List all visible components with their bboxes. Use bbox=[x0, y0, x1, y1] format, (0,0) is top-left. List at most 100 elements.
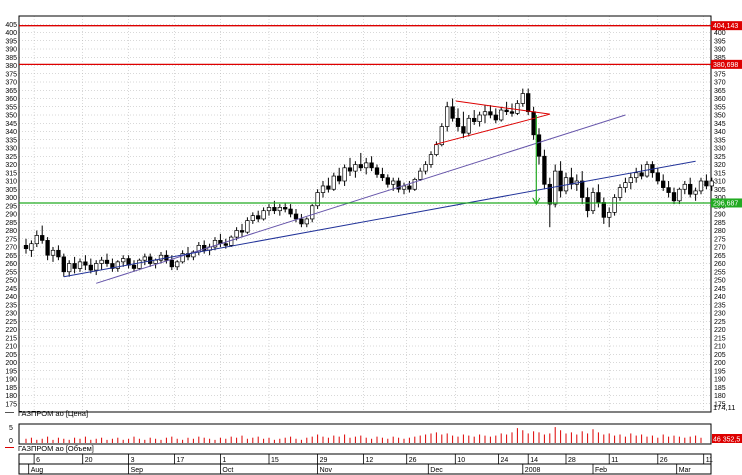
candle-body bbox=[142, 256, 147, 261]
price-tick-label-left: 175 bbox=[5, 401, 17, 408]
candle-body bbox=[585, 197, 590, 212]
day-label: 20 bbox=[85, 457, 93, 464]
price-tick-label-right: 230 bbox=[714, 311, 726, 318]
price-tick-label-right: 265 bbox=[714, 253, 726, 260]
price-tick-label-right: 305 bbox=[714, 187, 726, 194]
candle-body bbox=[239, 230, 245, 233]
price-tick-label-left: 330 bbox=[5, 146, 17, 153]
candle-body bbox=[418, 170, 423, 180]
candle-body bbox=[331, 175, 336, 190]
candle-body bbox=[520, 93, 525, 104]
price-tick-label-left: 360 bbox=[5, 96, 17, 103]
candle-body bbox=[580, 180, 585, 198]
candle-body bbox=[326, 185, 331, 190]
candle-body bbox=[677, 188, 682, 202]
price-tick-label-left: 295 bbox=[5, 203, 17, 210]
volume-bars bbox=[25, 427, 702, 443]
price-tick-label-right: 285 bbox=[714, 220, 726, 227]
candle-body bbox=[121, 258, 126, 263]
candle-body bbox=[428, 154, 434, 165]
price-tick-label-right: 360 bbox=[714, 96, 726, 103]
candle-body bbox=[634, 172, 639, 179]
volume-tick-label: 0 bbox=[9, 438, 13, 445]
candle-body bbox=[493, 114, 498, 121]
candle-body bbox=[423, 164, 428, 172]
price-tick-label-left: 310 bbox=[5, 179, 17, 186]
price-series-label: ГАЗПРОМ ао [Цена] bbox=[18, 409, 88, 418]
volume-series-label: ГАЗПРОМ ао [Объем] bbox=[18, 444, 94, 453]
day-label: 1 bbox=[222, 457, 226, 464]
price-last-value: 174,11 bbox=[713, 403, 735, 412]
price-tick-label-right: 365 bbox=[714, 88, 726, 95]
candle-body bbox=[461, 126, 466, 134]
volume-legend: ГАЗПРОМ ао [Объем] bbox=[5, 444, 94, 453]
candle-body bbox=[466, 117, 471, 134]
candle-body bbox=[342, 167, 347, 182]
candle-body bbox=[277, 207, 282, 212]
grid bbox=[19, 16, 711, 412]
day-label: 26 bbox=[409, 457, 417, 464]
price-tick-label-left: 405 bbox=[5, 22, 17, 29]
price-tick-label-right: 175 bbox=[714, 401, 726, 408]
candle-body bbox=[509, 111, 515, 114]
candle-body bbox=[380, 174, 385, 179]
candle-body bbox=[288, 208, 293, 215]
price-tick-label-left: 245 bbox=[5, 286, 17, 293]
price-tick-label-left: 300 bbox=[5, 195, 17, 202]
price-tick-label-left: 250 bbox=[5, 278, 17, 285]
candle-body bbox=[261, 210, 266, 220]
candle-body bbox=[607, 212, 612, 218]
price-tick-label-left: 400 bbox=[5, 30, 17, 37]
day-label: 26 bbox=[660, 457, 668, 464]
price-tick-label-right: 195 bbox=[714, 368, 726, 375]
price-tick-label-left: 200 bbox=[5, 360, 17, 367]
price-tick-label-left: 205 bbox=[5, 352, 17, 359]
triangle-lower bbox=[434, 113, 550, 146]
month-label: Sep bbox=[131, 467, 144, 474]
day-label: 28 bbox=[568, 457, 576, 464]
candle-body bbox=[693, 190, 698, 195]
price-tick-label-right: 390 bbox=[714, 47, 726, 54]
candle-body bbox=[347, 167, 353, 172]
price-tick-label-right: 275 bbox=[714, 236, 726, 243]
price-tick-label-left: 350 bbox=[5, 113, 17, 120]
day-label: 11 bbox=[611, 457, 618, 464]
level-tag bbox=[711, 59, 742, 69]
candle-body bbox=[531, 111, 536, 136]
month-label: Feb bbox=[595, 467, 607, 474]
price-tick-label-right: 255 bbox=[714, 269, 726, 276]
volume-tick-label: 5 bbox=[9, 425, 13, 432]
level-label: 296,687 bbox=[713, 200, 738, 207]
candle-body bbox=[504, 109, 509, 113]
month-label: Dec bbox=[430, 467, 443, 474]
candle-body bbox=[310, 205, 315, 220]
price-tick-label-left: 225 bbox=[5, 319, 17, 326]
candle-body bbox=[56, 249, 61, 258]
price-tick-label-right: 385 bbox=[714, 55, 726, 62]
price-tick-label-left: 365 bbox=[5, 88, 17, 95]
price-tick-label-left: 180 bbox=[5, 393, 17, 400]
candle-body bbox=[202, 245, 207, 251]
price-tick-label-left: 265 bbox=[5, 253, 17, 260]
price-tick-label-right: 180 bbox=[714, 393, 726, 400]
price-tick-label-right: 225 bbox=[714, 319, 726, 326]
price-tick-label-left: 315 bbox=[5, 170, 17, 177]
candle-body bbox=[472, 117, 477, 122]
candle-body bbox=[369, 162, 374, 169]
candle-body bbox=[450, 106, 455, 119]
candle-body bbox=[515, 103, 520, 114]
trend-steep bbox=[96, 114, 626, 284]
month-label: Aug bbox=[31, 467, 44, 474]
volume-last-value: 46 352,5 bbox=[713, 437, 740, 444]
candle-body bbox=[601, 202, 606, 218]
price-tick-label-right: 400 bbox=[714, 30, 726, 37]
month-label: Oct bbox=[222, 467, 233, 474]
price-tick-label-left: 305 bbox=[5, 187, 17, 194]
day-label: 14 bbox=[530, 457, 538, 464]
candle-body bbox=[488, 111, 493, 116]
day-label: 12 bbox=[366, 457, 374, 464]
price-tick-label-left: 190 bbox=[5, 377, 17, 384]
day-label: 29 bbox=[320, 457, 328, 464]
price-tick-label-right: 270 bbox=[714, 245, 726, 252]
